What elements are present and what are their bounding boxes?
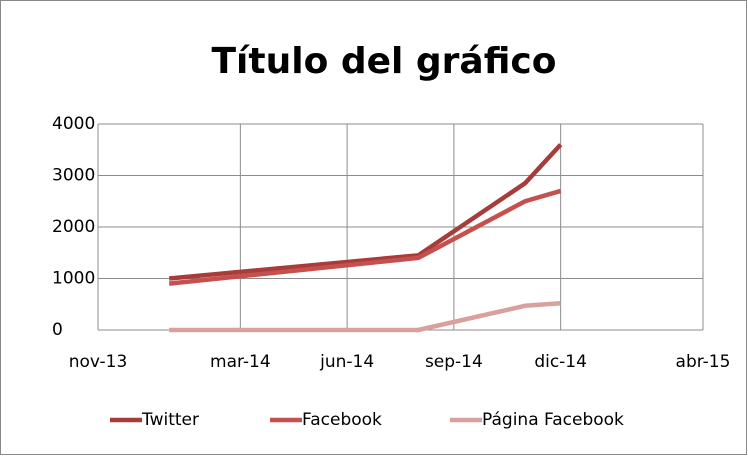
y-tick-label: 3000 (52, 166, 95, 186)
y-tick-label: 1000 (52, 269, 95, 289)
legend-label: Twitter (141, 410, 199, 430)
series-line (168, 188, 562, 286)
x-tick-label: dic-14 (534, 352, 587, 372)
chart-title: Título del gráfico (212, 41, 557, 82)
series-line (169, 300, 561, 333)
series-line (168, 143, 563, 281)
y-tick-label: 0 (52, 320, 63, 340)
x-tick-label: sep-14 (425, 352, 483, 372)
x-tick-label: jun-14 (319, 352, 374, 372)
x-tick-label: abr-15 (676, 352, 731, 372)
legend-label: Página Facebook (482, 410, 624, 430)
x-tick-label: mar-14 (210, 352, 271, 372)
y-tick-label: 2000 (52, 217, 95, 237)
legend-label: Facebook (302, 410, 382, 430)
y-tick-label: 4000 (52, 114, 95, 134)
x-tick-label: nov-13 (69, 352, 128, 372)
